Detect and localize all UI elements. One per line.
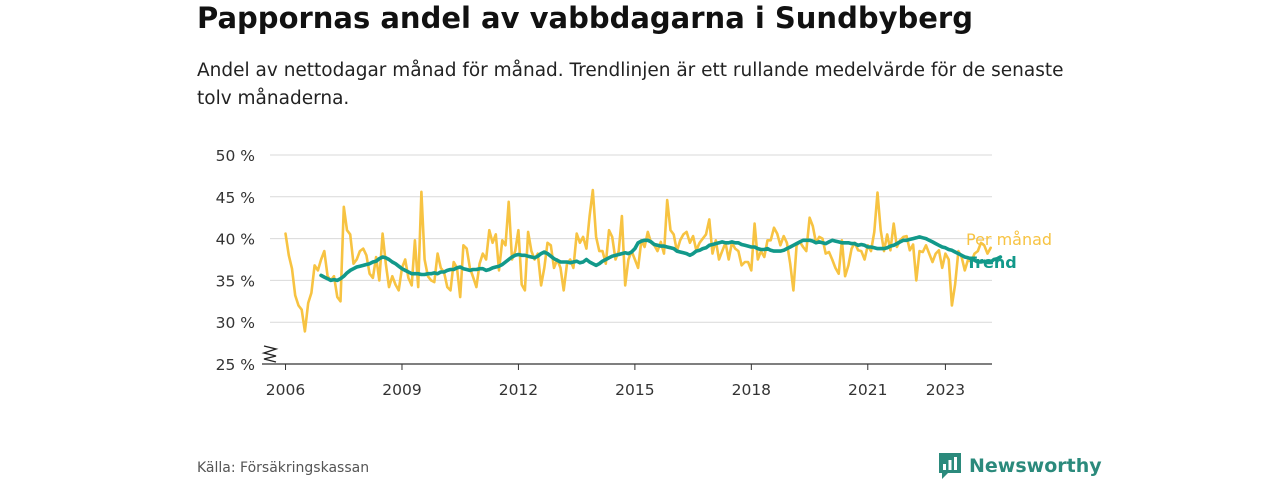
page-title: Pappornas andel av vabbdagarna i Sundbyb… (197, 1, 973, 35)
y-tick-label: 35 % (216, 272, 255, 290)
x-tick-label: 2015 (615, 381, 654, 399)
series-label-monthly: Per månad (966, 230, 1052, 249)
y-tick-label: 45 % (216, 189, 255, 207)
x-tick-label: 2006 (266, 381, 305, 399)
trend-series-line (319, 235, 1003, 283)
page-subtitle: Andel av nettodagar månad för månad. Tre… (197, 60, 1064, 109)
x-tick-label: 2021 (848, 381, 887, 399)
bar-chart-logo-icon (939, 453, 961, 479)
y-tick-label: 40 % (216, 231, 255, 249)
x-tick-label: 2023 (926, 381, 965, 399)
y-tick-label: 25 % (216, 356, 255, 374)
brand-logo[interactable]: Newsworthy (938, 451, 1102, 481)
brand-name: Newsworthy (969, 455, 1102, 477)
series-labels: Per månad Trend (966, 230, 1052, 272)
x-tick-label: 2018 (732, 381, 771, 399)
series-lines (284, 188, 1003, 333)
axis-break-mark (261, 345, 279, 363)
y-tick-label: 50 % (216, 147, 255, 165)
y-tick-label: 30 % (216, 314, 255, 332)
source-note: Källa: Försäkringskassan (197, 460, 370, 476)
gridlines (270, 154, 992, 323)
x-axis: 2006 2009 2012 2015 2018 2021 2023 (261, 345, 992, 399)
x-tick-label: 2009 (382, 381, 421, 399)
x-tick-label: 2012 (499, 381, 538, 399)
series-label-trend: Trend (966, 253, 1017, 272)
monthly-series-line (284, 188, 992, 333)
y-axis-tick-labels: 25 % 30 % 35 % 40 % 45 % 50 % (216, 147, 255, 374)
